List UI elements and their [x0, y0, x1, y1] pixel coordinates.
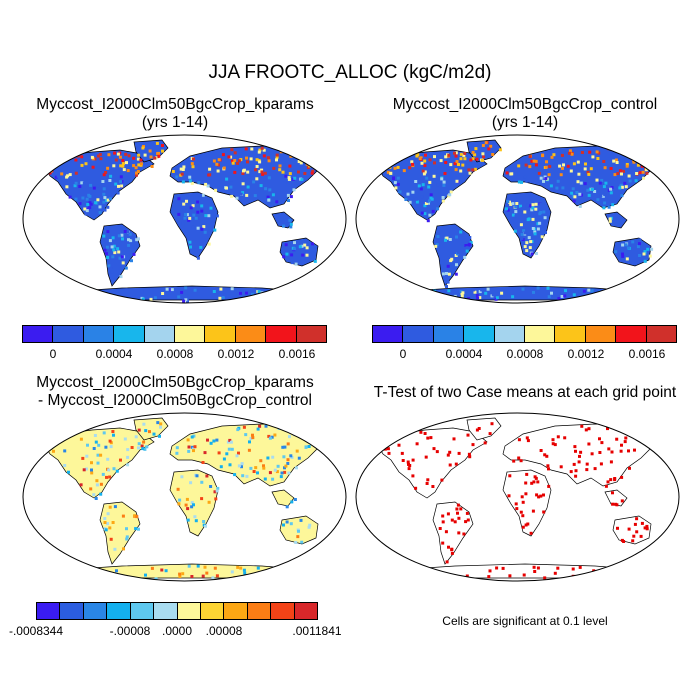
colorbar-swatch: [23, 326, 54, 342]
colorbar-swatch: [525, 326, 556, 342]
colorbar-swatch: [37, 603, 61, 619]
landmass-africa: [169, 469, 219, 537]
colorbar-swatch: [494, 326, 526, 342]
colorbar-swatch: [555, 326, 586, 342]
colorbar-tick-label: 0.0012: [567, 347, 605, 361]
landmass-southAmerica: [99, 501, 141, 565]
colorbar-swatch: [433, 326, 465, 342]
world-map: [355, 412, 680, 582]
grid-cells: [386, 141, 656, 303]
landmass-seAsia: [271, 489, 295, 507]
panel-title-kparams: Myccost_I2000Clm50BgcCrop_kparams (yrs 1…: [0, 96, 350, 132]
panel-title-control: Myccost_I2000Clm50BgcCrop_control (yrs 1…: [350, 96, 700, 132]
grid-cells: [49, 421, 312, 581]
colorbar-difference: [36, 602, 318, 620]
colorbar-swatch: [271, 603, 295, 619]
landmass-antarctica: [394, 563, 646, 579]
colorbar-swatch: [294, 603, 318, 619]
colorbar-swatch: [224, 603, 248, 619]
colorbar-swatch: [464, 326, 495, 342]
world-map: [22, 412, 347, 582]
colorbar-swatch: [107, 603, 131, 619]
colorbar-tick-label: 0.0008: [156, 347, 194, 361]
significance-note: Cells are significant at 0.1 level: [442, 614, 608, 628]
panel-title-difference: Myccost_I2000Clm50BgcCrop_kparams - Mycc…: [0, 374, 350, 410]
colorbar-swatch: [154, 603, 178, 619]
landmass-antarctica: [394, 285, 646, 301]
colorbar-swatch: [53, 326, 84, 342]
map-kparams: [22, 134, 347, 304]
colorbar-swatch: [205, 326, 236, 342]
panel-title-line2: (yrs 1-14): [491, 114, 559, 131]
map-border: [22, 134, 347, 304]
colorbar-tick-label: 0.0008: [506, 347, 544, 361]
colorbar-tick-label: 0.0012: [217, 347, 255, 361]
colorbar-tick-label: .0000: [161, 624, 193, 638]
colorbar-tick-label: 0: [49, 347, 57, 361]
landmass-australia: [279, 237, 319, 267]
colorbar-swatch: [175, 326, 206, 342]
landmass-southAmerica: [432, 223, 474, 287]
map-border: [22, 412, 347, 582]
colorbar-tick-label: -.00008: [109, 624, 151, 638]
colorbar-tick-label: 0: [399, 347, 407, 361]
panel-title-ttest: T-Test of two Case means at each grid po…: [350, 384, 700, 402]
landmass-africa: [169, 191, 219, 259]
colorbar-swatch: [114, 326, 145, 342]
colorbar-swatch: [83, 603, 108, 619]
colorbar-kparams: [22, 325, 327, 343]
colorbar-tick-label: 0.0004: [95, 347, 133, 361]
colorbar-swatch: [403, 326, 434, 342]
map-difference: [22, 412, 347, 582]
colorbar-swatch: [177, 603, 201, 619]
colorbar-tick-label: 0.0016: [278, 347, 316, 361]
colorbar-swatch: [200, 603, 225, 619]
colorbar-tick-label: -.0008344: [8, 624, 64, 638]
colorbar-tick-label: 0.0016: [628, 347, 666, 361]
colorbar-swatch: [247, 603, 272, 619]
map-ttest: [355, 412, 680, 582]
map-border: [355, 134, 680, 304]
grid-cells: [378, 422, 651, 580]
world-map: [355, 134, 680, 304]
colorbar-tick-label: .0011841: [292, 624, 342, 638]
colorbar-swatch: [646, 326, 677, 342]
colorbar-swatch: [266, 326, 297, 342]
panel-title-line1: T-Test of two Case means at each grid po…: [373, 384, 677, 401]
colorbar-swatch: [83, 326, 115, 342]
colorbar-swatch: [373, 326, 404, 342]
panel-title-line1: Myccost_I2000Clm50BgcCrop_kparams: [36, 374, 314, 391]
colorbar-control: [372, 325, 677, 343]
landmass-seAsia: [604, 211, 628, 229]
colorbar-swatch: [144, 326, 176, 342]
colorbar-swatch: [585, 326, 617, 342]
colorbar-swatch: [235, 326, 267, 342]
panel-title-line2: - Myccost_I2000Clm50BgcCrop_control: [38, 392, 312, 409]
panel-title-line2: (yrs 1-14): [141, 114, 209, 131]
landmass-antarctica: [61, 563, 313, 579]
map-control: [355, 134, 680, 304]
colorbar-swatch: [296, 326, 327, 342]
landmass-greenland: [466, 139, 502, 163]
panel-title-line1: Myccost_I2000Clm50BgcCrop_control: [392, 96, 658, 113]
colorbar-swatch: [60, 603, 84, 619]
landmass-africa: [502, 469, 552, 537]
landmass-northAmerica: [376, 427, 488, 499]
figure-title: JJA FROOTC_ALLOC (kgC/m2d): [208, 62, 492, 83]
colorbar-swatch: [130, 603, 155, 619]
panel-title-line1: Myccost_I2000Clm50BgcCrop_kparams: [36, 96, 314, 113]
map-border: [355, 412, 680, 582]
colorbar-swatch: [616, 326, 647, 342]
colorbar-tick-label: .00008: [205, 624, 243, 638]
world-map: [22, 134, 347, 304]
colorbar-tick-label: 0.0004: [445, 347, 483, 361]
